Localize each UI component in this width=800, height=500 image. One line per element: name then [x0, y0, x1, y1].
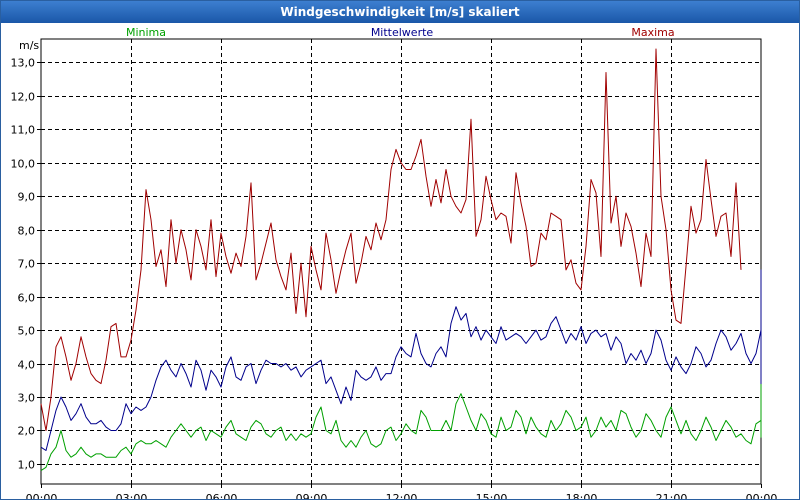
- grid-lines: [41, 39, 761, 484]
- chart-title: Windgeschwindigkeit [m/s] skaliert: [1, 1, 799, 23]
- series-line-mittelwerte: [40, 269, 762, 451]
- x-tick-time-label: 00:00: [26, 492, 58, 499]
- y-tick-label: 9,0: [18, 191, 36, 204]
- y-tick-label: 5,0: [18, 325, 36, 338]
- y-tick-label: 10,0: [11, 158, 36, 171]
- y-tick-label: 3,0: [18, 392, 36, 405]
- y-tick-label: 6,0: [18, 292, 36, 305]
- x-tick-time-label: 09:00: [296, 492, 328, 499]
- series-line-minima: [40, 379, 762, 472]
- y-tick-label: 13,0: [11, 57, 36, 70]
- y-tick-label: 1,0: [18, 459, 36, 472]
- series-lines: [40, 48, 762, 472]
- legend-item-mittelwerte: Mittelwerte: [371, 26, 434, 39]
- x-axis-ticks: 00:0001.01.1903:0001.01.1906:0001.01.190…: [26, 484, 778, 499]
- x-tick-time-label: 06:00: [206, 492, 238, 499]
- x-tick-time-label: 12:00: [386, 492, 418, 499]
- y-axis-unit-label: m/s: [19, 39, 39, 52]
- legend-item-minima: Minima: [126, 26, 166, 39]
- y-tick-label: 11,0: [11, 124, 36, 137]
- x-tick-time-label: 21:00: [656, 492, 688, 499]
- y-tick-label: 12,0: [11, 91, 36, 104]
- line-chart: 1,0 2,0 3,0 4,0 5,0 6,0 7,0 8,0 9,0 10,0 11,0 12,0 1…: [11, 26, 778, 499]
- y-axis-ticks: 1,0 2,0 3,0 4,0 5,0 6,0 7,0 8,0 9,0 10,0 11,0 12,0 1…: [11, 57, 41, 472]
- x-tick-time-label: 00:00: [746, 492, 778, 499]
- y-tick-label: 4,0: [18, 359, 36, 372]
- x-tick-time-label: 15:00: [476, 492, 508, 499]
- x-tick-time-label: 03:00: [116, 492, 148, 499]
- legend-item-maxima: Maxima: [631, 26, 674, 39]
- series-line-maxima: [40, 48, 742, 431]
- y-tick-label: 2,0: [18, 425, 36, 438]
- plot-area: [40, 38, 762, 485]
- x-tick-time-label: 18:00: [566, 492, 598, 499]
- y-tick-label: 8,0: [18, 225, 36, 238]
- y-tick-label: 7,0: [18, 258, 36, 271]
- legend: Minima Mittelwerte Maxima: [126, 26, 675, 39]
